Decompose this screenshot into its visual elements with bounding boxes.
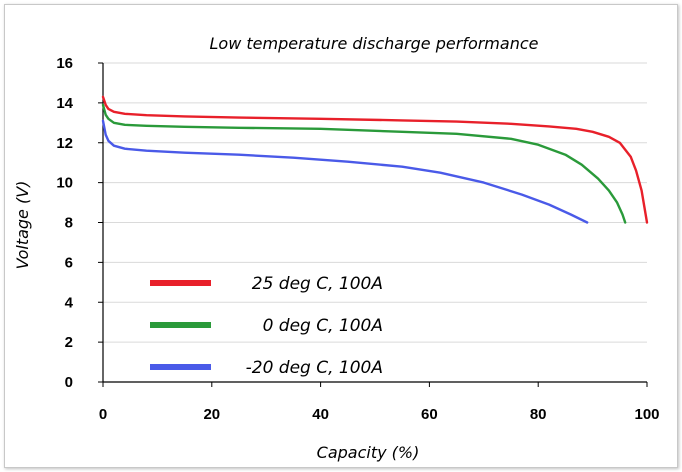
axes xyxy=(98,62,648,387)
legend: 25 deg C, 100A 0 deg C, 100A -20 deg C, 10… xyxy=(150,274,383,378)
chart-frame xyxy=(4,4,678,468)
y-tick-label: 8 xyxy=(65,215,73,232)
grid-lines xyxy=(103,62,647,343)
y-tick-labels: 0 2 4 6 8 10 12 14 16 xyxy=(56,55,73,391)
y-tick-label: 10 xyxy=(56,175,73,192)
y-tick-label: 12 xyxy=(56,135,73,152)
y-tick-label: 4 xyxy=(65,294,74,311)
y-tick-label: 16 xyxy=(56,55,73,72)
x-axis-label: Capacity (%) xyxy=(317,443,420,462)
y-tick-label: 2 xyxy=(65,334,73,351)
series-line-1 xyxy=(101,103,627,224)
x-tick-label: 80 xyxy=(530,406,547,423)
chart-title: Low temperature discharge performance xyxy=(210,34,539,53)
x-tick-label: 100 xyxy=(634,406,659,423)
legend-label: 0 deg C, 100A xyxy=(263,316,383,336)
y-tick-label: 14 xyxy=(56,95,73,112)
x-tick-label: 0 xyxy=(99,406,107,423)
legend-label: -20 deg C, 100A xyxy=(246,358,383,378)
y-tick-label: 6 xyxy=(65,254,73,271)
series-line-0 xyxy=(101,95,649,224)
series-line-2 xyxy=(101,119,589,224)
legend-label: 25 deg C, 100A xyxy=(252,274,383,294)
y-axis-label: Voltage (V) xyxy=(13,181,32,270)
x-tick-label: 40 xyxy=(312,406,329,423)
y-tick-label: 0 xyxy=(65,374,73,391)
x-tick-label: 60 xyxy=(421,406,438,423)
series-lines xyxy=(101,95,649,224)
x-tick-label: 20 xyxy=(203,406,220,423)
x-tick-labels: 0 20 40 60 80 100 xyxy=(99,406,660,423)
